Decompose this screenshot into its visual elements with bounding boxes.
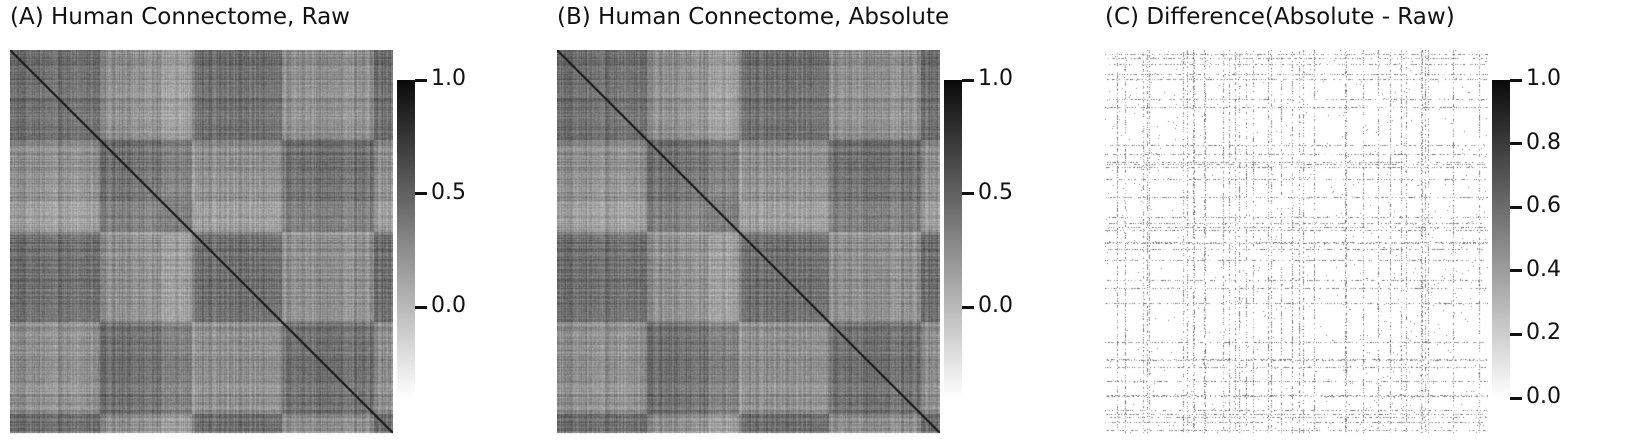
colorbar-tick-label: 0.0 (431, 293, 466, 319)
colorbar-tick-label: 1.0 (1526, 66, 1561, 91)
colorbar-tick (1510, 205, 1522, 209)
heatmap-raw (10, 50, 393, 434)
colorbar-tick-label: 0.6 (1526, 193, 1561, 219)
colorbar-tick (962, 305, 974, 309)
panel-raw: (A) Human Connectome, Raw 1.0 0.5 0.0 (10, 0, 480, 444)
colorbar-tick (415, 78, 427, 82)
heatmap-absolute (557, 50, 940, 434)
colorbar-absolute: 1.0 0.5 0.0 (944, 68, 1013, 398)
colorbar-tick (962, 192, 974, 196)
colorbar-tick (1510, 142, 1522, 146)
heatmap-difference (1105, 50, 1488, 434)
colorbar-tick-label: 0.5 (431, 179, 466, 205)
colorbar-tick (415, 192, 427, 196)
colorbar-tick-label: 1.0 (978, 66, 1013, 91)
colorbar-tick-label: 0.8 (1526, 129, 1561, 155)
colorbar-tick (415, 305, 427, 309)
panel-difference: (C) Difference(Absolute - Raw) 1.0 0.8 0.6… (1105, 0, 1645, 444)
colorbar-tick (1510, 78, 1522, 82)
colorbar-tick-label: 0.0 (1526, 384, 1561, 409)
colorbar-raw: 1.0 0.5 0.0 (397, 68, 466, 398)
colorbar-tick (1510, 269, 1522, 273)
colorbar-tick (962, 78, 974, 82)
colorbar-difference: 1.0 0.8 0.6 0.4 0.2 0.0 (1492, 68, 1561, 408)
colorbar-tick-label: 0.5 (978, 179, 1013, 205)
colorbar-tick-label: 0.0 (978, 293, 1013, 319)
colorbar-tick-label: 0.4 (1526, 256, 1561, 282)
chart-title: (A) Human Connectome, Raw (10, 4, 350, 30)
panel-absolute: (B) Human Connectome, Absolute 1.0 0.5 0.0 (557, 0, 1027, 444)
colorbar-tick-label: 1.0 (431, 66, 466, 91)
chart-title: (B) Human Connectome, Absolute (557, 4, 950, 30)
colorbar-tick-label: 0.2 (1526, 320, 1561, 346)
colorbar-tick (1510, 396, 1522, 400)
chart-title: (C) Difference(Absolute - Raw) (1105, 4, 1455, 30)
colorbar-tick (1510, 332, 1522, 336)
